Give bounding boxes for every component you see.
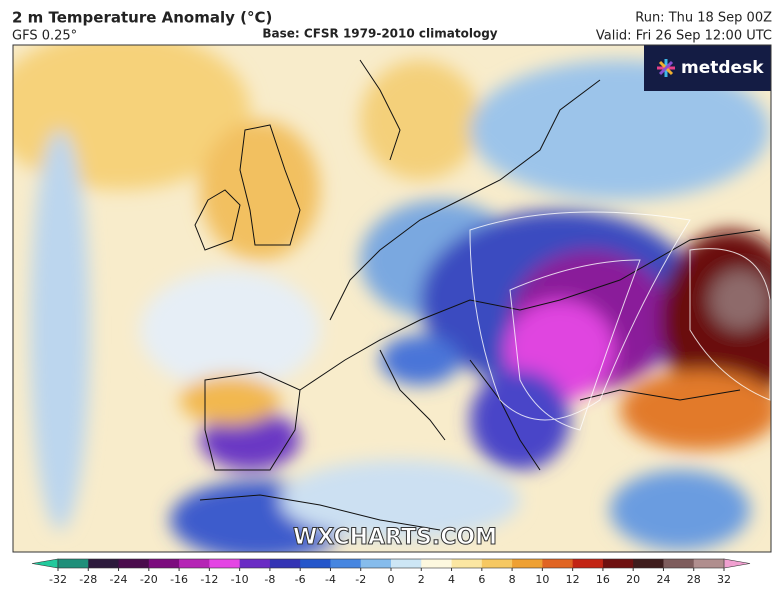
colorbar-segment <box>572 559 604 568</box>
colorbar-segment <box>239 559 271 568</box>
colorbar-segment <box>330 559 362 568</box>
colorbar-segment <box>542 559 574 568</box>
colorbar-segment <box>633 559 664 568</box>
colorbar-segment <box>481 559 513 568</box>
colorbar-segment <box>148 559 180 568</box>
colorbar-segment <box>512 559 543 568</box>
colorbar-label: 20 <box>626 573 640 586</box>
colorbar-segment <box>421 559 453 568</box>
colorbar-segment <box>58 559 89 568</box>
colorbar-over <box>723 558 751 569</box>
logo: metdesk <box>681 58 764 78</box>
colorbar-label: -4 <box>325 573 336 586</box>
run: Run: Thu 18 Sep 00Z <box>635 11 772 26</box>
colorbar: -32 -28 -24 -20 -16 -12 -10 -8 -6 -4 -2 0 2 4 6 8 10 12 16… <box>31 558 751 586</box>
colorbar-label: -6 <box>295 573 306 586</box>
colorbar-label: -16 <box>170 573 188 586</box>
colorbar-label: -28 <box>79 573 97 586</box>
colorbar-label: -24 <box>110 573 128 586</box>
colorbar-segment <box>179 559 210 568</box>
colorbar-segment <box>118 559 150 568</box>
colorbar-label: -20 <box>140 573 158 586</box>
model: GFS 0.25° <box>12 29 77 44</box>
colorbar-label: 32 <box>717 573 731 586</box>
colorbar-segment <box>269 559 301 568</box>
colorbar-label: -8 <box>264 573 275 586</box>
colorbar-segment <box>360 559 392 568</box>
colorbar-segment <box>88 559 120 568</box>
colorbar-segment <box>209 559 241 568</box>
colorbar-label: -32 <box>49 573 67 586</box>
colorbar-label: 6 <box>478 573 485 586</box>
colorbar-label: 28 <box>687 573 701 586</box>
colorbar-segment <box>602 559 634 568</box>
colorbar-label: 16 <box>596 573 610 586</box>
colorbar-label: 12 <box>566 573 580 586</box>
colorbar-segment <box>663 559 695 568</box>
colorbar-under <box>31 558 59 569</box>
colorbar-label: -10 <box>231 573 249 586</box>
colorbar-label: 2 <box>418 573 425 586</box>
map-frame <box>12 44 772 553</box>
valid: Valid: Fri 26 Sep 12:00 UTC <box>596 29 772 44</box>
colorbar-label: 24 <box>656 573 670 586</box>
base: Base: CFSR 1979-2010 climatology <box>262 27 497 41</box>
colorbar-segment <box>693 559 725 568</box>
title: 2 m Temperature Anomaly (°C) <box>12 9 272 27</box>
colorbar-segment <box>300 559 331 568</box>
colorbar-label: 0 <box>388 573 395 586</box>
watermark: WXCHARTS.COM <box>293 525 497 550</box>
colorbar-segment <box>451 559 483 568</box>
colorbar-label: 8 <box>509 573 516 586</box>
map: metdesk WXCHARTS.COM <box>13 45 771 552</box>
colorbar-segment <box>391 559 422 568</box>
logo-icon <box>657 59 675 77</box>
colorbar-label: -2 <box>355 573 366 586</box>
colorbar-label: 4 <box>448 573 455 586</box>
colorbar-label: 10 <box>535 573 549 586</box>
colorbar-label: -12 <box>200 573 218 586</box>
